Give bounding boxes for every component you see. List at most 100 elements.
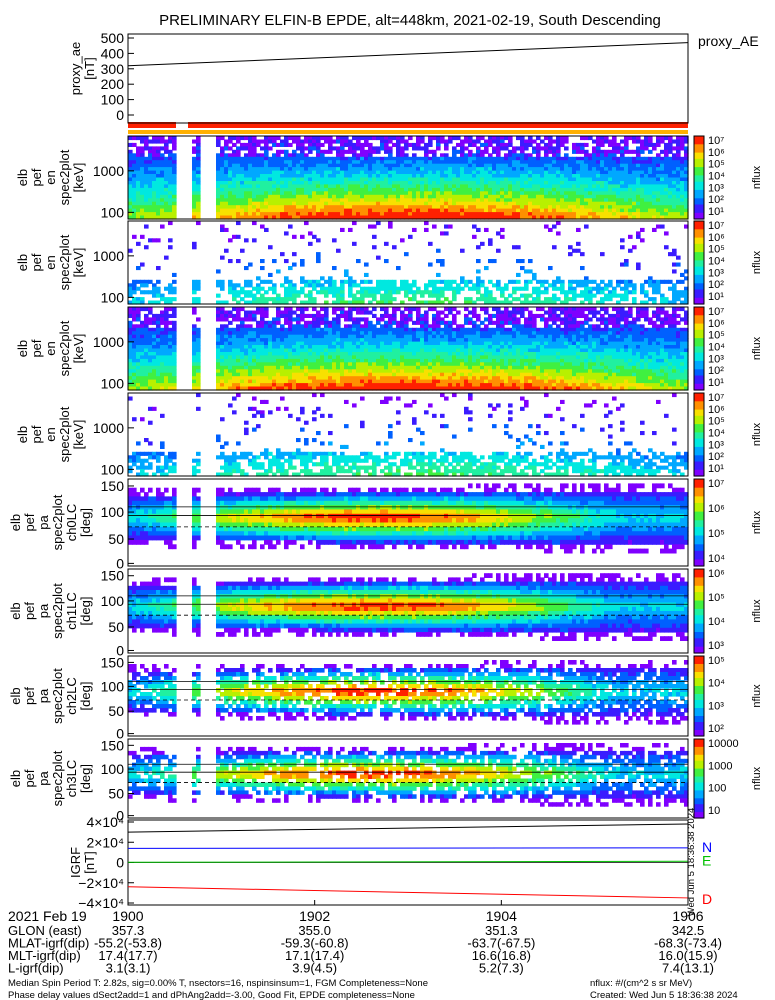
spectrogram-cell (684, 215, 689, 220)
spectrogram-cell (252, 293, 257, 298)
spectrogram-cell (300, 383, 305, 388)
spectrogram-cell (556, 221, 561, 226)
spectrogram-cell (368, 331, 373, 336)
spectrogram-cell (236, 156, 241, 161)
spectrogram-cell (216, 153, 221, 158)
spectrogram-cell (640, 238, 645, 243)
spectrogram-cell (304, 300, 309, 305)
spectrogram-cell (652, 170, 657, 175)
spectrogram-cell (684, 181, 689, 186)
spectrogram-cell (192, 205, 197, 210)
spectrogram-cell (156, 153, 161, 158)
spectrogram-cell (492, 212, 497, 217)
spectrogram-cell (344, 142, 349, 147)
spectrogram-cell (252, 345, 257, 350)
spectrogram-cell (676, 198, 681, 203)
spectrogram-cell (632, 201, 637, 206)
spectrogram-cell (640, 205, 645, 210)
spectrogram-cell (400, 170, 405, 175)
spectrogram-cell (220, 313, 225, 318)
spectrogram-cell (264, 181, 269, 186)
spectrogram-cell (668, 136, 673, 141)
spectrogram-cell (128, 386, 133, 391)
spectrogram-cell (392, 136, 397, 141)
spectrogram-cell (600, 198, 605, 203)
spectrogram-cell (616, 184, 621, 189)
spectrogram-cell (312, 345, 317, 350)
spectrogram-cell (468, 201, 473, 206)
spectrogram-cell (604, 167, 609, 172)
spectrogram-cell (488, 194, 493, 199)
spectrogram-cell (632, 184, 637, 189)
spectrogram-cell (288, 341, 293, 346)
spectrogram-cell (288, 283, 293, 288)
spectrogram-cell (656, 184, 661, 189)
spectrogram-cell (588, 286, 593, 291)
spectrogram-cell (408, 201, 413, 206)
spectrogram-cell (488, 153, 493, 158)
spectrogram-cell (484, 300, 489, 305)
spectrogram-cell (284, 376, 289, 381)
spectrogram-cell (244, 283, 249, 288)
spectrogram-cell (284, 334, 289, 339)
spectrogram-cell (288, 187, 293, 192)
spectrogram-cell (348, 327, 353, 332)
spectrogram-cell (140, 205, 145, 210)
spectrogram-cell (548, 149, 553, 154)
spectrogram-cell (168, 245, 173, 250)
spectrogram-cell (160, 153, 165, 158)
spectrogram-cell (136, 369, 141, 374)
spectrogram-cell (468, 160, 473, 165)
spectrogram-cell (592, 293, 597, 298)
spectrogram-cell (404, 187, 409, 192)
spectrogram-cell (260, 215, 265, 220)
spectrogram-cell (500, 234, 505, 239)
spectrogram-cell (664, 208, 669, 213)
spectrogram-cell (136, 266, 141, 271)
spectrogram-cell (384, 286, 389, 291)
spectrogram-cell (468, 187, 473, 192)
spectrogram-cell (248, 136, 253, 141)
spectrogram-cell (128, 355, 133, 360)
spectrogram-cell (516, 194, 521, 199)
spectrogram-cell (136, 310, 141, 315)
spectrogram-cell (164, 300, 169, 305)
spectrogram-cell (132, 338, 137, 343)
spectrogram-cell (616, 170, 621, 175)
spectrogram-cell (232, 348, 237, 353)
spectrogram-cell (268, 163, 273, 168)
spectrogram-cell (400, 215, 405, 220)
spectrogram-cell (436, 136, 441, 141)
spectrogram-cell (276, 187, 281, 192)
spectrogram-cell (668, 215, 673, 220)
spectrogram-cell (228, 167, 233, 172)
spectrogram-cell (344, 372, 349, 377)
spectrogram-cell (292, 198, 297, 203)
spectrogram-cell (272, 215, 277, 220)
spectrogram-cell (640, 198, 645, 203)
spectrogram-cell (240, 208, 245, 213)
spectrogram-cell (680, 146, 685, 151)
spectrogram-cell (460, 170, 465, 175)
spectrogram-cell (684, 167, 689, 172)
spectrogram-cell (304, 331, 309, 336)
spectrogram-cell (408, 290, 413, 295)
spectrogram-cell (172, 156, 177, 161)
spectrogram-cell (236, 355, 241, 360)
spectrogram-cell (280, 345, 285, 350)
spectrogram-cell (420, 167, 425, 172)
spectrogram-cell (168, 174, 173, 179)
spectrogram-cell (648, 198, 653, 203)
spectrogram-cell (496, 146, 501, 151)
spectrogram-cell (436, 215, 441, 220)
spectrogram-cell (596, 160, 601, 165)
spectrogram-cell (288, 201, 293, 206)
spectrogram-cell (276, 334, 281, 339)
spectrogram-cell (256, 324, 261, 329)
spectrogram-cell (528, 163, 533, 168)
spectrogram-cell (356, 355, 361, 360)
spectrogram-cell (408, 212, 413, 217)
colorbar-segment (694, 144, 704, 147)
spectrogram-cell (548, 146, 553, 151)
spectrogram-cell (136, 300, 141, 305)
